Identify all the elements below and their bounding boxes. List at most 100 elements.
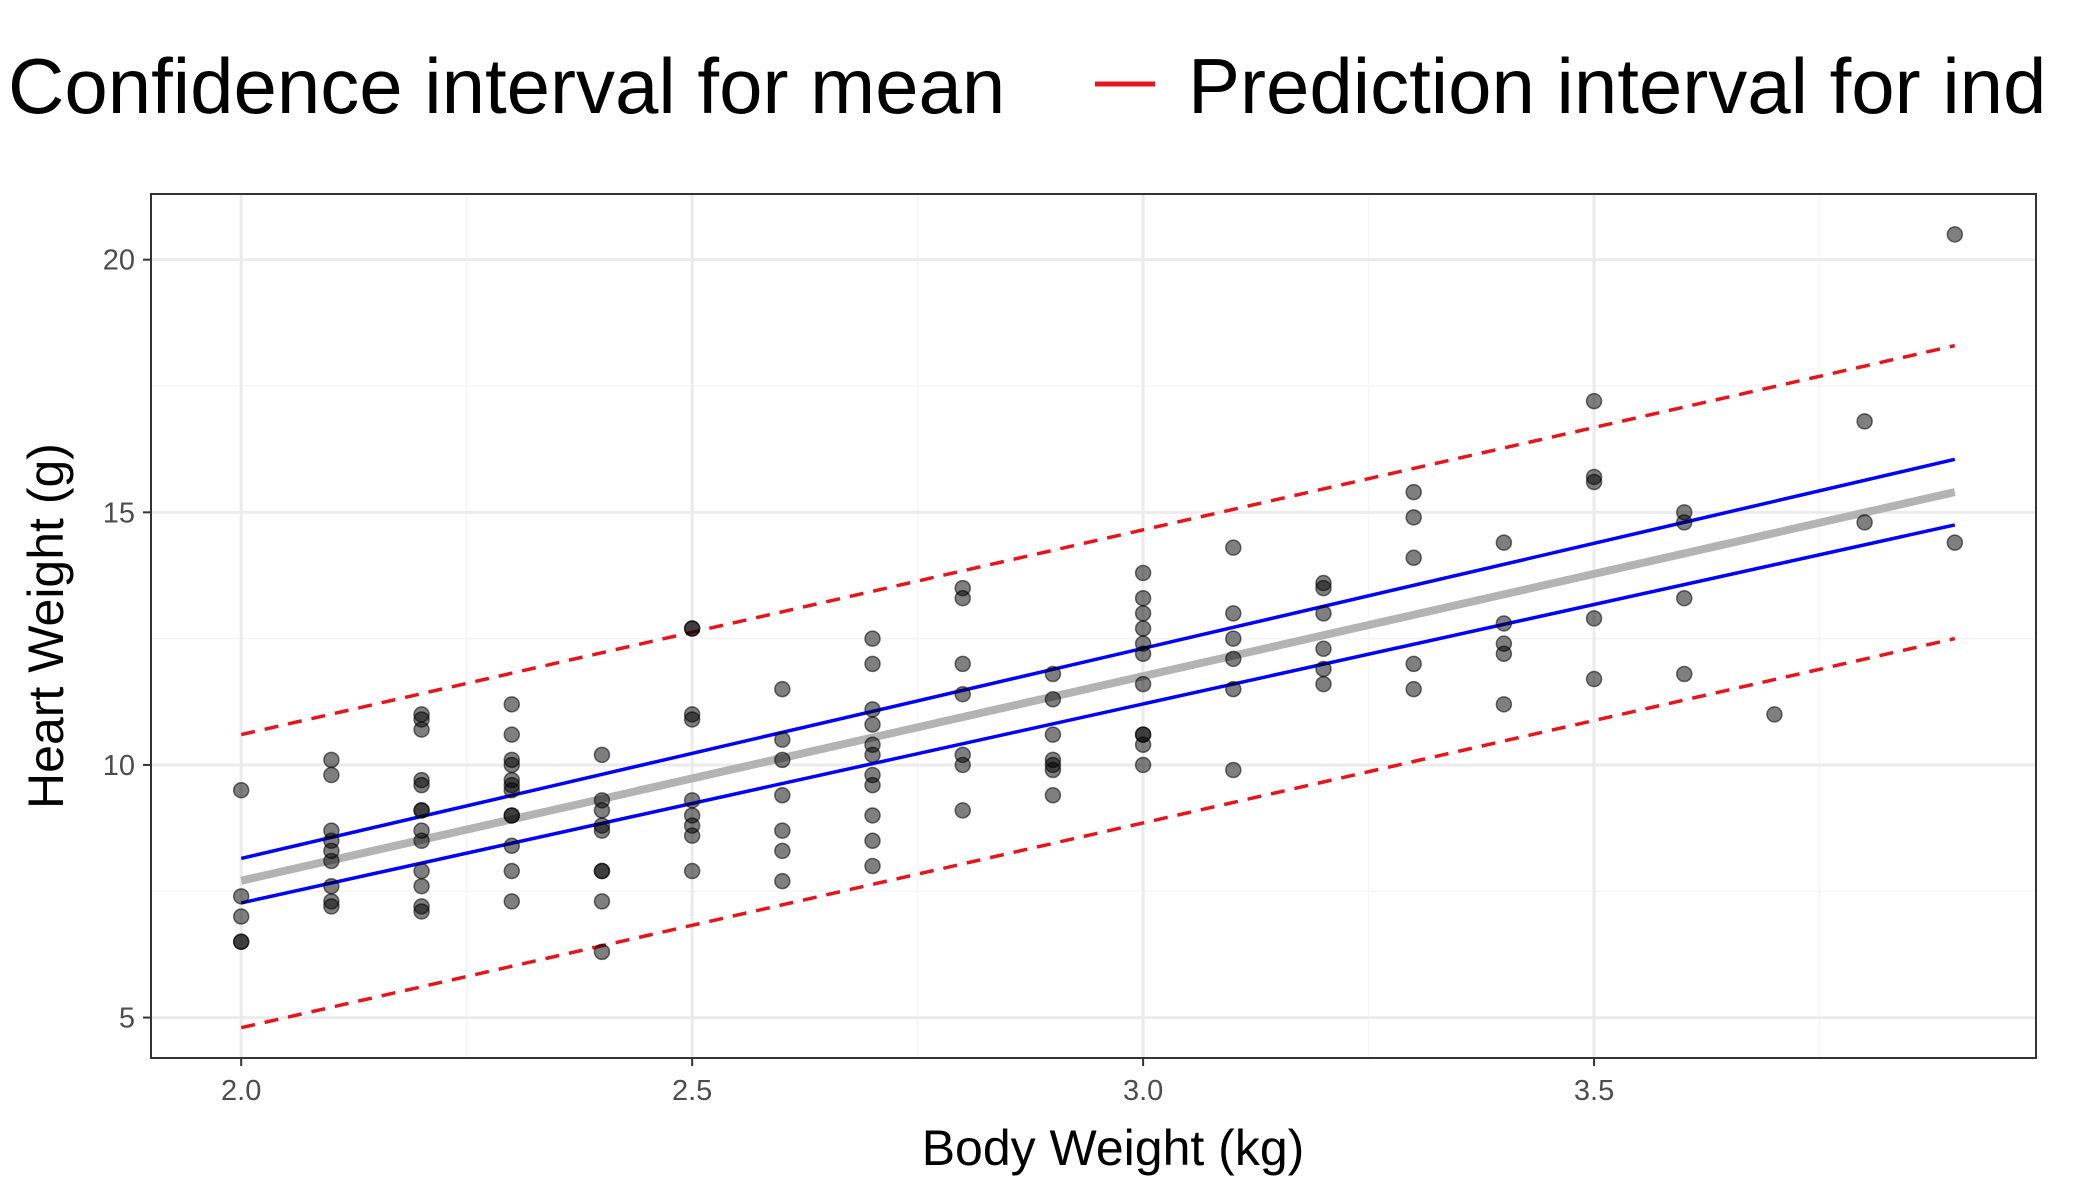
data-point [1315, 675, 1332, 693]
data-point [774, 872, 791, 890]
data-point [864, 655, 881, 673]
data-point [593, 943, 611, 961]
data-point [232, 888, 250, 905]
data-point [1225, 680, 1242, 698]
data-point [323, 751, 340, 769]
prediction-lower-line [240, 636, 1956, 1030]
x-tick-label: 2.0 [221, 1075, 261, 1107]
data-point [413, 832, 430, 849]
x-tick-label: 3.0 [1123, 1075, 1163, 1107]
data-point [323, 852, 340, 870]
data-point [864, 807, 881, 824]
data-point [1134, 736, 1152, 753]
fitted-line [240, 488, 1956, 885]
data-point [774, 731, 791, 748]
data-point [503, 696, 521, 713]
data-point [1225, 630, 1242, 647]
data-point [413, 721, 430, 738]
data-point [503, 756, 521, 774]
data-point [1044, 726, 1062, 743]
data-point [954, 802, 971, 819]
data-point [864, 701, 881, 718]
data-point [774, 751, 791, 769]
data-point [774, 680, 791, 698]
data-point [683, 827, 701, 844]
x-tick-label: 2.5 [672, 1075, 712, 1107]
data-point [1405, 680, 1422, 698]
data-point [1315, 640, 1332, 657]
y-tick-label: 10 [103, 750, 135, 782]
legend-item-confidence-label: Confidence interval for mean [8, 42, 1005, 130]
data-point [503, 862, 521, 880]
data-point [954, 589, 971, 607]
data-point [1405, 509, 1422, 526]
y-axis: 5 10 15 20 [103, 245, 151, 1035]
data-point [864, 776, 881, 794]
data-point [774, 822, 791, 839]
data-point [503, 807, 521, 824]
data-point [864, 857, 881, 875]
data-point [864, 716, 881, 733]
data-point [1676, 514, 1693, 531]
data-point [954, 655, 971, 673]
data-point [593, 822, 611, 839]
data-point [683, 620, 701, 637]
data-point [864, 832, 881, 849]
data-point [593, 802, 611, 819]
data-point [413, 802, 430, 819]
data-point [1225, 761, 1242, 779]
plot-panel [150, 193, 2037, 1059]
confidence-lower-line [240, 523, 1956, 905]
data-point [1315, 660, 1332, 678]
data-point [1134, 620, 1152, 637]
data-point [1405, 483, 1422, 501]
data-point [1044, 787, 1062, 804]
data-point [593, 893, 611, 910]
data-point [1044, 691, 1062, 708]
x-axis: 2.0 2.5 3.0 3.5 [221, 1058, 1614, 1107]
legend: Confidence interval for mean Prediction … [8, 42, 2046, 130]
data-point [1134, 756, 1152, 774]
data-point [864, 630, 881, 647]
data-point [1134, 589, 1152, 607]
data-point [1495, 534, 1513, 551]
data-point [413, 776, 430, 794]
data-point [1225, 605, 1242, 622]
data-point [413, 877, 430, 895]
data-point [1676, 665, 1693, 683]
data-point [864, 746, 881, 764]
x-axis-title: Body Weight (kg) [922, 1120, 1305, 1176]
data-point [1044, 665, 1062, 683]
data-point [1044, 761, 1062, 779]
data-point [1405, 549, 1422, 567]
data-point [683, 711, 701, 728]
data-point [1225, 539, 1242, 556]
data-point [323, 877, 340, 895]
data-point [1946, 534, 1964, 551]
data-point [954, 685, 971, 703]
data-point [1225, 650, 1242, 668]
data-point [503, 837, 521, 855]
panel-background [151, 194, 2036, 1058]
y-tick-label: 5 [119, 1003, 135, 1035]
data-point [1946, 226, 1964, 243]
data-point [413, 903, 430, 920]
panel-border [150, 193, 2037, 1059]
data-point [774, 787, 791, 804]
data-point [1134, 645, 1152, 663]
data-point [1315, 605, 1332, 622]
data-point [1676, 589, 1693, 607]
data-point [1585, 392, 1603, 410]
data-point [232, 908, 250, 925]
data-point [683, 862, 701, 880]
confidence-upper-line [240, 457, 1956, 861]
data-point [1495, 696, 1513, 713]
data-points [232, 226, 1964, 961]
data-point [232, 781, 250, 799]
y-axis-title: Heart Weight (g) [18, 443, 74, 809]
data-point [503, 893, 521, 910]
grid-minor [151, 194, 2036, 1058]
data-point [323, 766, 340, 784]
data-point [1134, 675, 1152, 693]
data-point [1856, 413, 1873, 430]
